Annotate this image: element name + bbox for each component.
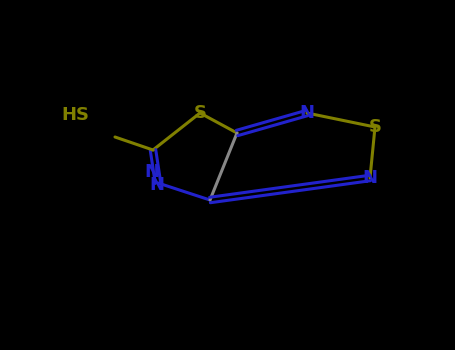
Text: N: N <box>145 163 160 181</box>
Text: S: S <box>193 104 207 122</box>
Text: N: N <box>363 169 378 187</box>
Text: N: N <box>150 176 165 195</box>
Text: S: S <box>369 118 381 136</box>
Text: N: N <box>299 104 314 122</box>
Text: HS: HS <box>61 106 89 124</box>
